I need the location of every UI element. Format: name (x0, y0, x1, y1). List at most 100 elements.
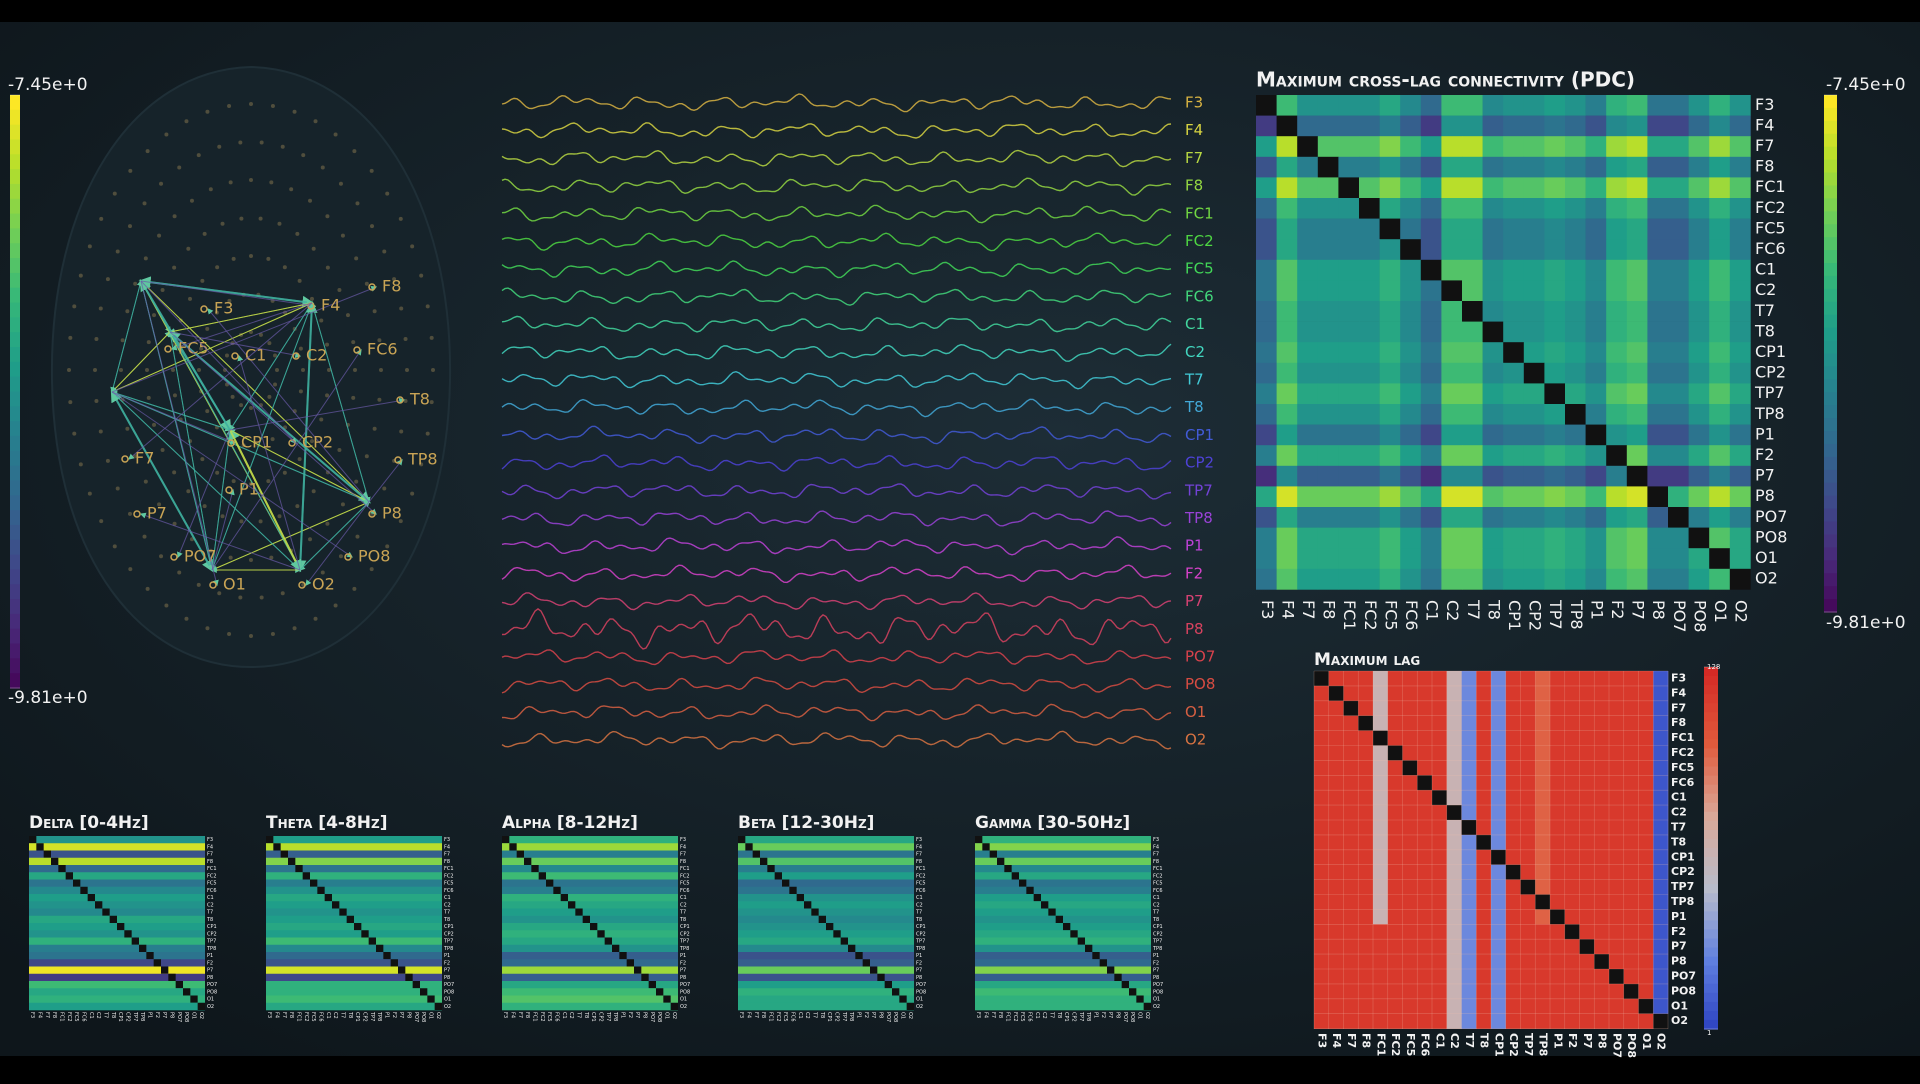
heatmap-cell (1503, 507, 1525, 528)
heatmap-cell (1594, 790, 1610, 806)
electrode (353, 346, 361, 354)
band-row (738, 966, 914, 975)
band-row (29, 836, 205, 844)
heatmap-cell (1338, 301, 1360, 322)
band-row (975, 872, 1151, 880)
connection-arrow (211, 488, 235, 571)
band-title: Theta [4-8Hz] (266, 813, 387, 833)
row-label: FC2 (207, 873, 217, 879)
diagonal-cell (1623, 983, 1639, 1000)
colorbar-step (10, 139, 20, 155)
colorbar-step (10, 361, 20, 378)
trace-label: FC5 (1185, 260, 1214, 278)
heatmap-cell (1503, 218, 1525, 240)
column-label: T7 (1049, 1011, 1055, 1018)
heatmap-cell (1482, 239, 1504, 261)
heatmap-cell (1462, 383, 1483, 405)
heatmap-cell (1668, 383, 1689, 405)
column-label: FC6 (554, 1012, 560, 1022)
heatmap-cell (1544, 404, 1566, 425)
column-label: P7 (1581, 1033, 1594, 1049)
electrode-dot (164, 132, 169, 137)
heatmap-cell (1482, 445, 1504, 467)
column-label: P1 (1587, 600, 1606, 620)
heatmap-cell (1520, 715, 1536, 731)
heatmap-cell (1503, 548, 1525, 570)
electrode (292, 352, 300, 360)
heatmap-cell (1420, 465, 1442, 487)
heatmap-cell (1358, 983, 1374, 1000)
heatmap-cell (1653, 954, 1669, 970)
column-label: C2 (804, 1012, 810, 1019)
heatmap-cell (1276, 362, 1298, 384)
band-row (29, 995, 205, 1004)
band-row (502, 944, 678, 953)
heatmap-cell (1476, 983, 1492, 1000)
electrode-dot (249, 406, 253, 410)
heatmap-cell (1503, 445, 1525, 467)
diagonal-cell (95, 901, 103, 909)
row-label: F7 (1671, 701, 1686, 714)
band-row (266, 988, 442, 996)
heatmap-cell (1420, 404, 1442, 425)
electrode-dot (223, 368, 227, 372)
colorbar-step (1824, 534, 1837, 548)
band-row (266, 959, 442, 967)
column-label: T8 (110, 1011, 116, 1018)
colorbar-tick-label: 1 (1707, 1029, 1711, 1037)
colorbar-step (1824, 237, 1837, 251)
heatmap-cell (1709, 301, 1731, 322)
colorbar-step (10, 198, 20, 215)
heatmap-cell (1461, 745, 1477, 761)
heatmap-cell (1626, 486, 1648, 508)
band-row (502, 879, 678, 888)
band-row (975, 901, 1151, 909)
heatmap-cell (1400, 362, 1422, 384)
heatmap-cell (1520, 775, 1536, 791)
heatmap-cell (1579, 730, 1595, 746)
row-label: P7 (1153, 968, 1159, 974)
heatmap-cell (1317, 424, 1339, 446)
row-label: F3 (1755, 95, 1774, 114)
heatmap-cell (1594, 879, 1610, 895)
heatmap-cell (1297, 218, 1319, 240)
heatmap-cell (1359, 404, 1380, 425)
heatmap-cell (1314, 820, 1330, 836)
heatmap-cell (1461, 715, 1477, 731)
heatmap-cell (1462, 136, 1483, 158)
heatmap-cell (1462, 342, 1483, 364)
heatmap-cell (1544, 259, 1566, 281)
diagonal-cell (1343, 700, 1359, 716)
heatmap-cell (1647, 445, 1669, 467)
heatmap-cell (1256, 486, 1277, 508)
electrode-dot (105, 458, 110, 463)
heatmap-cell (1626, 301, 1648, 322)
heatmap-cell (1343, 671, 1359, 687)
heatmap-cell (1668, 548, 1689, 570)
row-label: TP8 (206, 946, 216, 952)
heatmap-cell (1387, 715, 1403, 731)
heatmap-cell (1373, 954, 1389, 970)
heatmap-cell (1462, 465, 1483, 487)
heatmap-cell (1400, 424, 1422, 446)
band-title: Alpha [8-12Hz] (502, 813, 638, 833)
heatmap-cell (1387, 894, 1403, 910)
heatmap-cell (1461, 730, 1477, 746)
heatmap-cell (1358, 894, 1374, 910)
electrode-dot (345, 313, 350, 318)
heatmap-cell (1461, 760, 1477, 776)
heatmap-cell (1482, 115, 1504, 137)
diagonal-cell (1432, 790, 1448, 806)
heatmap-cell (1373, 820, 1389, 836)
colorbar-step (1824, 159, 1837, 174)
eeg-trace (501, 592, 1172, 611)
row-label: P7 (444, 968, 450, 974)
electrode-label: P7 (147, 504, 167, 523)
heatmap-cell (1523, 548, 1545, 570)
colorbar-step (10, 569, 20, 585)
colorbar-step (10, 628, 20, 645)
connection-arrow (110, 302, 313, 393)
heatmap-cell (1606, 95, 1628, 116)
heatmap-cell (1668, 198, 1689, 219)
electrode-dot (372, 309, 377, 314)
